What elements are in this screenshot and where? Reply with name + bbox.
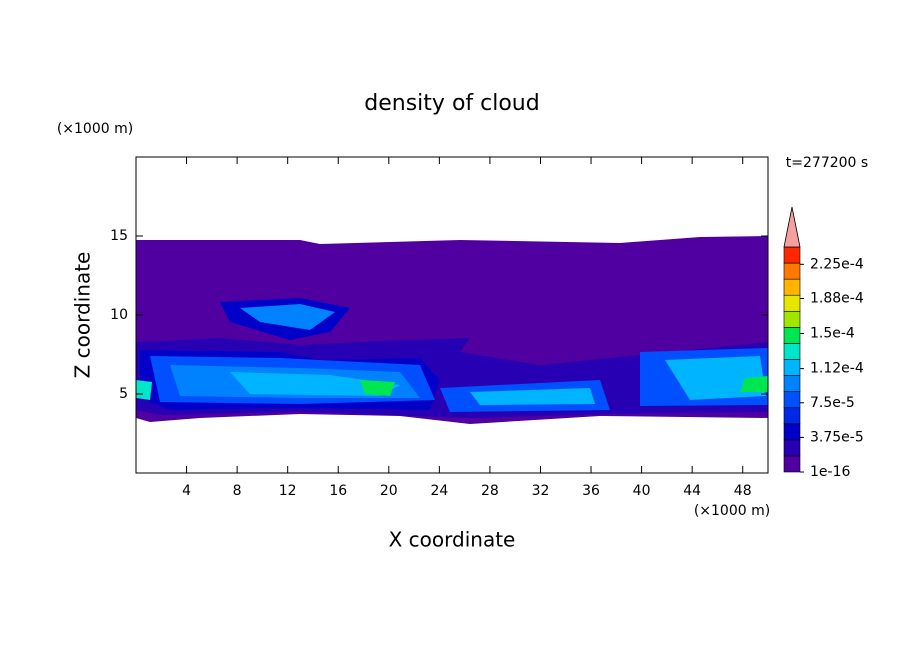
chart-title: density of cloud bbox=[364, 91, 539, 116]
x-tick-label: 8 bbox=[233, 483, 242, 499]
colorbar-box bbox=[783, 359, 801, 376]
x-tick-label: 12 bbox=[279, 483, 297, 499]
x-tick-label: 20 bbox=[380, 483, 398, 499]
x-tick-label: 36 bbox=[582, 483, 600, 499]
colorbar-box bbox=[783, 343, 801, 360]
colorbar-box bbox=[783, 375, 801, 392]
contour-field bbox=[136, 236, 768, 424]
colorbar-label: 1.88e-4 bbox=[810, 290, 864, 306]
x-tick-label: 24 bbox=[430, 483, 448, 499]
colorbar-label: 1.12e-4 bbox=[810, 361, 864, 377]
x-tick-label: 32 bbox=[532, 483, 550, 499]
x-tick-label: 44 bbox=[683, 483, 701, 499]
y-axis-label: Z coordinate bbox=[71, 252, 95, 379]
colorbar-box bbox=[783, 294, 801, 312]
x-axis-label: X coordinate bbox=[389, 528, 516, 552]
x-tick-label: 16 bbox=[329, 483, 347, 499]
colorbar-label: 7.5e-5 bbox=[810, 395, 855, 411]
colorbar-label: 1e-16 bbox=[810, 464, 850, 480]
colorbar-box bbox=[783, 455, 801, 473]
colorbar-box bbox=[783, 327, 801, 344]
y-unit: (×1000 m) bbox=[57, 121, 133, 137]
colorbar-box bbox=[783, 278, 801, 296]
x-tick-label: 4 bbox=[182, 483, 191, 499]
colorbar-box bbox=[783, 246, 801, 264]
colorbar-box bbox=[783, 262, 801, 280]
x-tick-label: 40 bbox=[633, 483, 651, 499]
colorbar-label: 2.25e-4 bbox=[810, 256, 864, 272]
colorbar-box bbox=[783, 423, 801, 441]
y-tick-label: 15 bbox=[110, 228, 128, 244]
x-tick-label: 28 bbox=[481, 483, 499, 499]
annotation: t=277200 s bbox=[786, 155, 868, 171]
colorbar-box bbox=[783, 310, 801, 328]
colorbar-box bbox=[783, 391, 801, 409]
x-tick-label: 48 bbox=[734, 483, 752, 499]
colorbar-extend bbox=[783, 206, 801, 248]
colorbar-label: 1.5e-4 bbox=[810, 326, 855, 342]
x-unit: (×1000 m) bbox=[694, 503, 770, 519]
y-tick-label: 5 bbox=[119, 386, 128, 402]
colorbar-box bbox=[783, 439, 801, 457]
colorbar-label: 3.75e-5 bbox=[810, 429, 864, 445]
y-tick-label: 10 bbox=[110, 307, 128, 323]
colorbar-box bbox=[783, 407, 801, 425]
